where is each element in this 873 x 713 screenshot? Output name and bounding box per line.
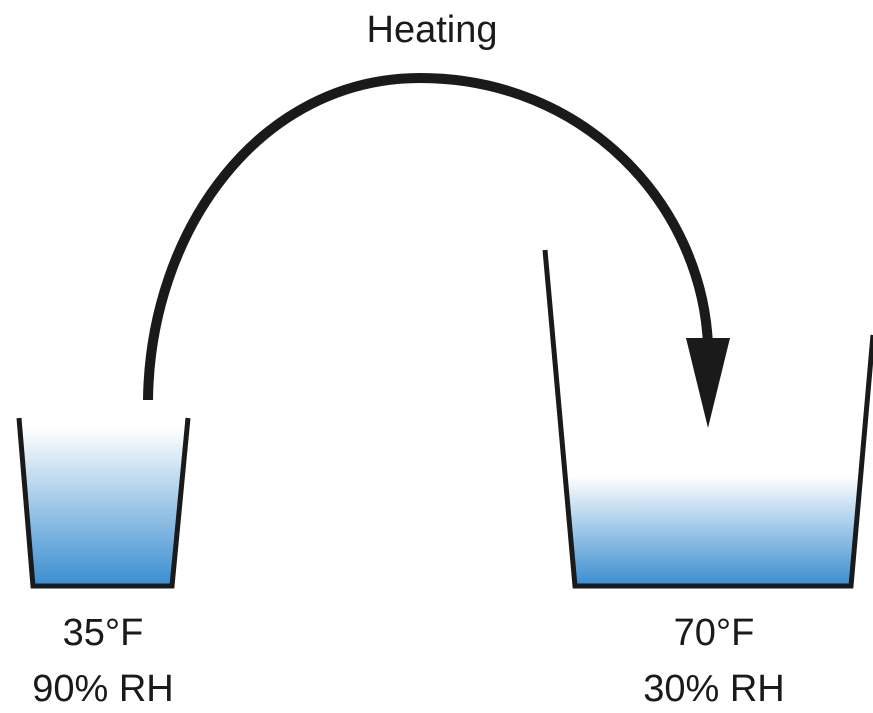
warm-temperature: 70°F <box>674 612 755 654</box>
heating-arrow <box>143 72 713 401</box>
cold-temperature: 35°F <box>63 612 144 654</box>
warm-container-outline <box>542 249 873 589</box>
cold-humidity: 90% RH <box>32 668 174 710</box>
cold-water <box>22 428 186 584</box>
cold-container-outline <box>16 417 191 589</box>
warm-container <box>542 249 873 589</box>
warm-humidity: 30% RH <box>643 668 785 710</box>
cold-container <box>16 417 191 589</box>
warm-water <box>566 476 860 584</box>
process-label: Heating <box>367 9 498 51</box>
arrowhead-icon <box>686 338 730 428</box>
